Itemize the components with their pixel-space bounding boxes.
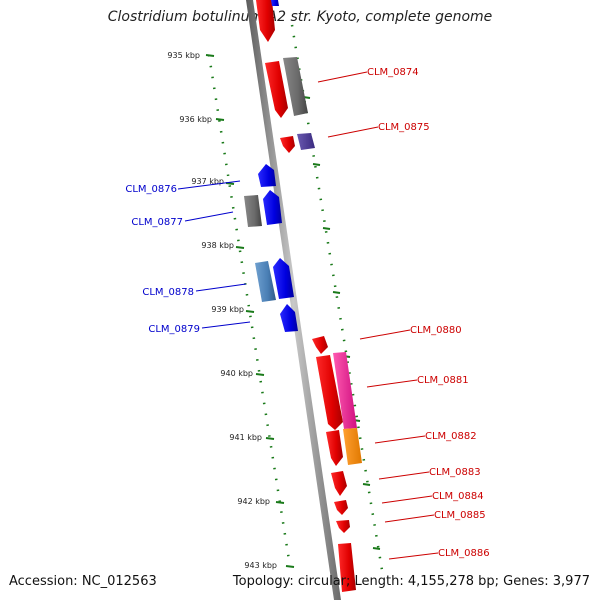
- forward-leaders: [177, 180, 251, 329]
- tick-label-942: 942 kbp: [237, 497, 270, 506]
- gene-clm-0878-steel: [255, 261, 276, 302]
- gene-label-clm-0883: CLM_0883: [429, 467, 481, 478]
- tick-label-937: 937 kbp: [191, 177, 224, 186]
- gene-clm-0882-orange: [343, 428, 362, 465]
- tick-label-938: 938 kbp: [201, 241, 234, 250]
- gene-label-clm-0881: CLM_0881: [417, 375, 469, 386]
- gene-clm-0874-gray: [283, 57, 308, 116]
- gene-label-clm-0880: CLM_0880: [410, 325, 462, 336]
- tick-label-936: 936 kbp: [179, 115, 212, 124]
- genome-backbone: [246, 0, 341, 600]
- genome-summary-text: Topology: circular; Length: 4,155,278 bp…: [232, 574, 590, 589]
- gene-label-clm-0874: CLM_0874: [367, 67, 419, 78]
- major-ticks: [205, 54, 381, 568]
- gene-clm-0877-gray: [244, 195, 262, 227]
- gene-clm-0884: [334, 500, 348, 515]
- gene-label-clm-0882: CLM_0882: [425, 431, 477, 442]
- gene-clm-0875-purple: [297, 133, 315, 150]
- tick-label-941: 941 kbp: [229, 433, 262, 442]
- gene-clm-0881-red: [316, 355, 343, 430]
- gene-label-clm-0879: CLM_0879: [148, 324, 200, 335]
- gene-label-clm-0878: CLM_0878: [142, 287, 194, 298]
- tick-label-940: 940 kbp: [220, 369, 253, 378]
- gene-label-clm-0886: CLM_0886: [438, 548, 490, 559]
- gene-clm-0880: [312, 336, 328, 354]
- tick-label-943: 943 kbp: [244, 561, 277, 570]
- gene-label-clm-0875: CLM_0875: [378, 122, 430, 133]
- tick-track-outer: [290, 24, 384, 571]
- tick-label-935: 935 kbp: [167, 51, 200, 60]
- gene-clm-0879: [280, 304, 298, 332]
- gene-clm-0874-red: [265, 61, 288, 118]
- gene-clm-0877-blue: [263, 190, 282, 225]
- gene-clm-0883: [331, 471, 347, 496]
- gene-label-clm-0877: CLM_0877: [131, 217, 183, 228]
- reverse-leaders: [317, 71, 439, 560]
- gene-top-red: [256, 0, 275, 42]
- gene-top-blue: [271, 0, 279, 6]
- forward-strand-genes: [244, 164, 298, 332]
- gene-clm-0878-blue: [273, 258, 294, 299]
- gene-clm-0886: [338, 543, 356, 592]
- map-title: Clostridium botulinum A2 str. Kyoto, com…: [107, 9, 493, 25]
- accession-text: Accession: NC_012563: [9, 574, 157, 589]
- gene-clm-0876: [258, 164, 276, 187]
- gene-clm-0885: [336, 520, 350, 533]
- gene-clm-0881-pink: [333, 352, 357, 429]
- gene-label-clm-0884: CLM_0884: [432, 491, 484, 502]
- gene-label-clm-0876: CLM_0876: [125, 184, 177, 195]
- reverse-strand-genes: [256, 0, 362, 592]
- gene-clm-0875-red: [280, 136, 295, 153]
- gene-clm-0882-red: [326, 430, 343, 466]
- gene-label-clm-0885: CLM_0885: [434, 510, 486, 521]
- tick-label-939: 939 kbp: [211, 305, 244, 314]
